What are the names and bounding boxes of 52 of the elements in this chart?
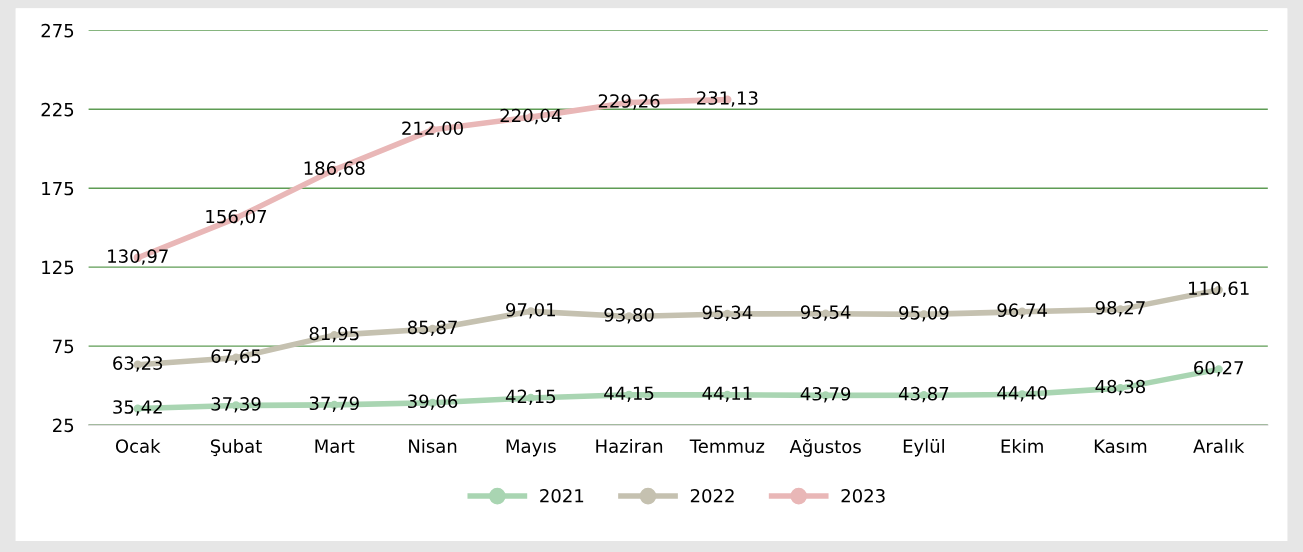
data-label: 95,54: [800, 305, 851, 321]
data-label: 212,00: [402, 121, 463, 137]
data-label: 220,04: [500, 108, 562, 125]
data-label: 110,61: [1189, 281, 1249, 297]
y-tick-label: 125: [42, 260, 74, 275]
data-label: 81,95: [309, 326, 359, 343]
data-label: 35,42: [113, 400, 162, 416]
data-label: 43,79: [800, 386, 851, 403]
legend-label: 2021: [540, 488, 584, 503]
data-label: 44,15: [604, 386, 654, 402]
x-tick-label: Kasım: [1094, 439, 1147, 453]
data-label: 42,15: [505, 389, 556, 406]
data-label: 130,97: [108, 249, 168, 265]
data-label: 67,65: [211, 349, 261, 365]
legend-label: 2023: [841, 488, 885, 503]
data-label: 95,34: [702, 305, 753, 322]
data-label: 231,13: [697, 91, 758, 107]
y-tick-label: 75: [53, 339, 74, 354]
data-label: 156,07: [206, 209, 267, 226]
x-tick-label: Ekim: [1001, 438, 1043, 453]
data-label: 96,74: [997, 303, 1047, 319]
y-tick-label: 175: [42, 181, 74, 196]
data-label: 39,06: [408, 394, 458, 410]
y-tick-label: 25: [53, 418, 74, 433]
x-tick-label: Eylül: [903, 438, 944, 457]
x-tick-label: Nisan: [409, 438, 457, 453]
x-tick-label: Mayıs: [506, 439, 556, 457]
data-label: 43,87: [898, 386, 949, 403]
data-label: 44,40: [997, 385, 1047, 402]
y-tick-label: 225: [41, 102, 74, 117]
y-tick-label: 275: [41, 23, 74, 38]
data-label: 63,23: [113, 356, 163, 372]
x-tick-label: Haziran: [596, 438, 663, 453]
data-label: 229,26: [598, 94, 660, 110]
x-tick-label: Ocak: [115, 438, 161, 453]
x-tick-label: Ağustos: [789, 438, 861, 457]
x-tick-label: Aralık: [1193, 438, 1245, 453]
x-tick-label: Şubat: [210, 438, 262, 457]
x-tick-label: Temmuz: [689, 439, 765, 453]
data-label: 60,27: [1194, 360, 1243, 377]
data-label: 186,68: [304, 161, 365, 177]
x-tick-label: Mart: [315, 439, 355, 453]
data-label: 37,79: [309, 396, 359, 412]
data-label: 85,87: [407, 320, 457, 337]
data-label: 95,09: [899, 305, 949, 322]
data-label: 37,39: [211, 397, 261, 413]
data-label: 98,27: [1095, 300, 1145, 317]
data-label: 97,01: [506, 302, 555, 319]
data-label: 48,38: [1095, 379, 1146, 396]
legend-label: 2022: [690, 488, 734, 503]
data-label: 93,80: [604, 308, 654, 324]
data-label: 44,11: [702, 386, 752, 402]
